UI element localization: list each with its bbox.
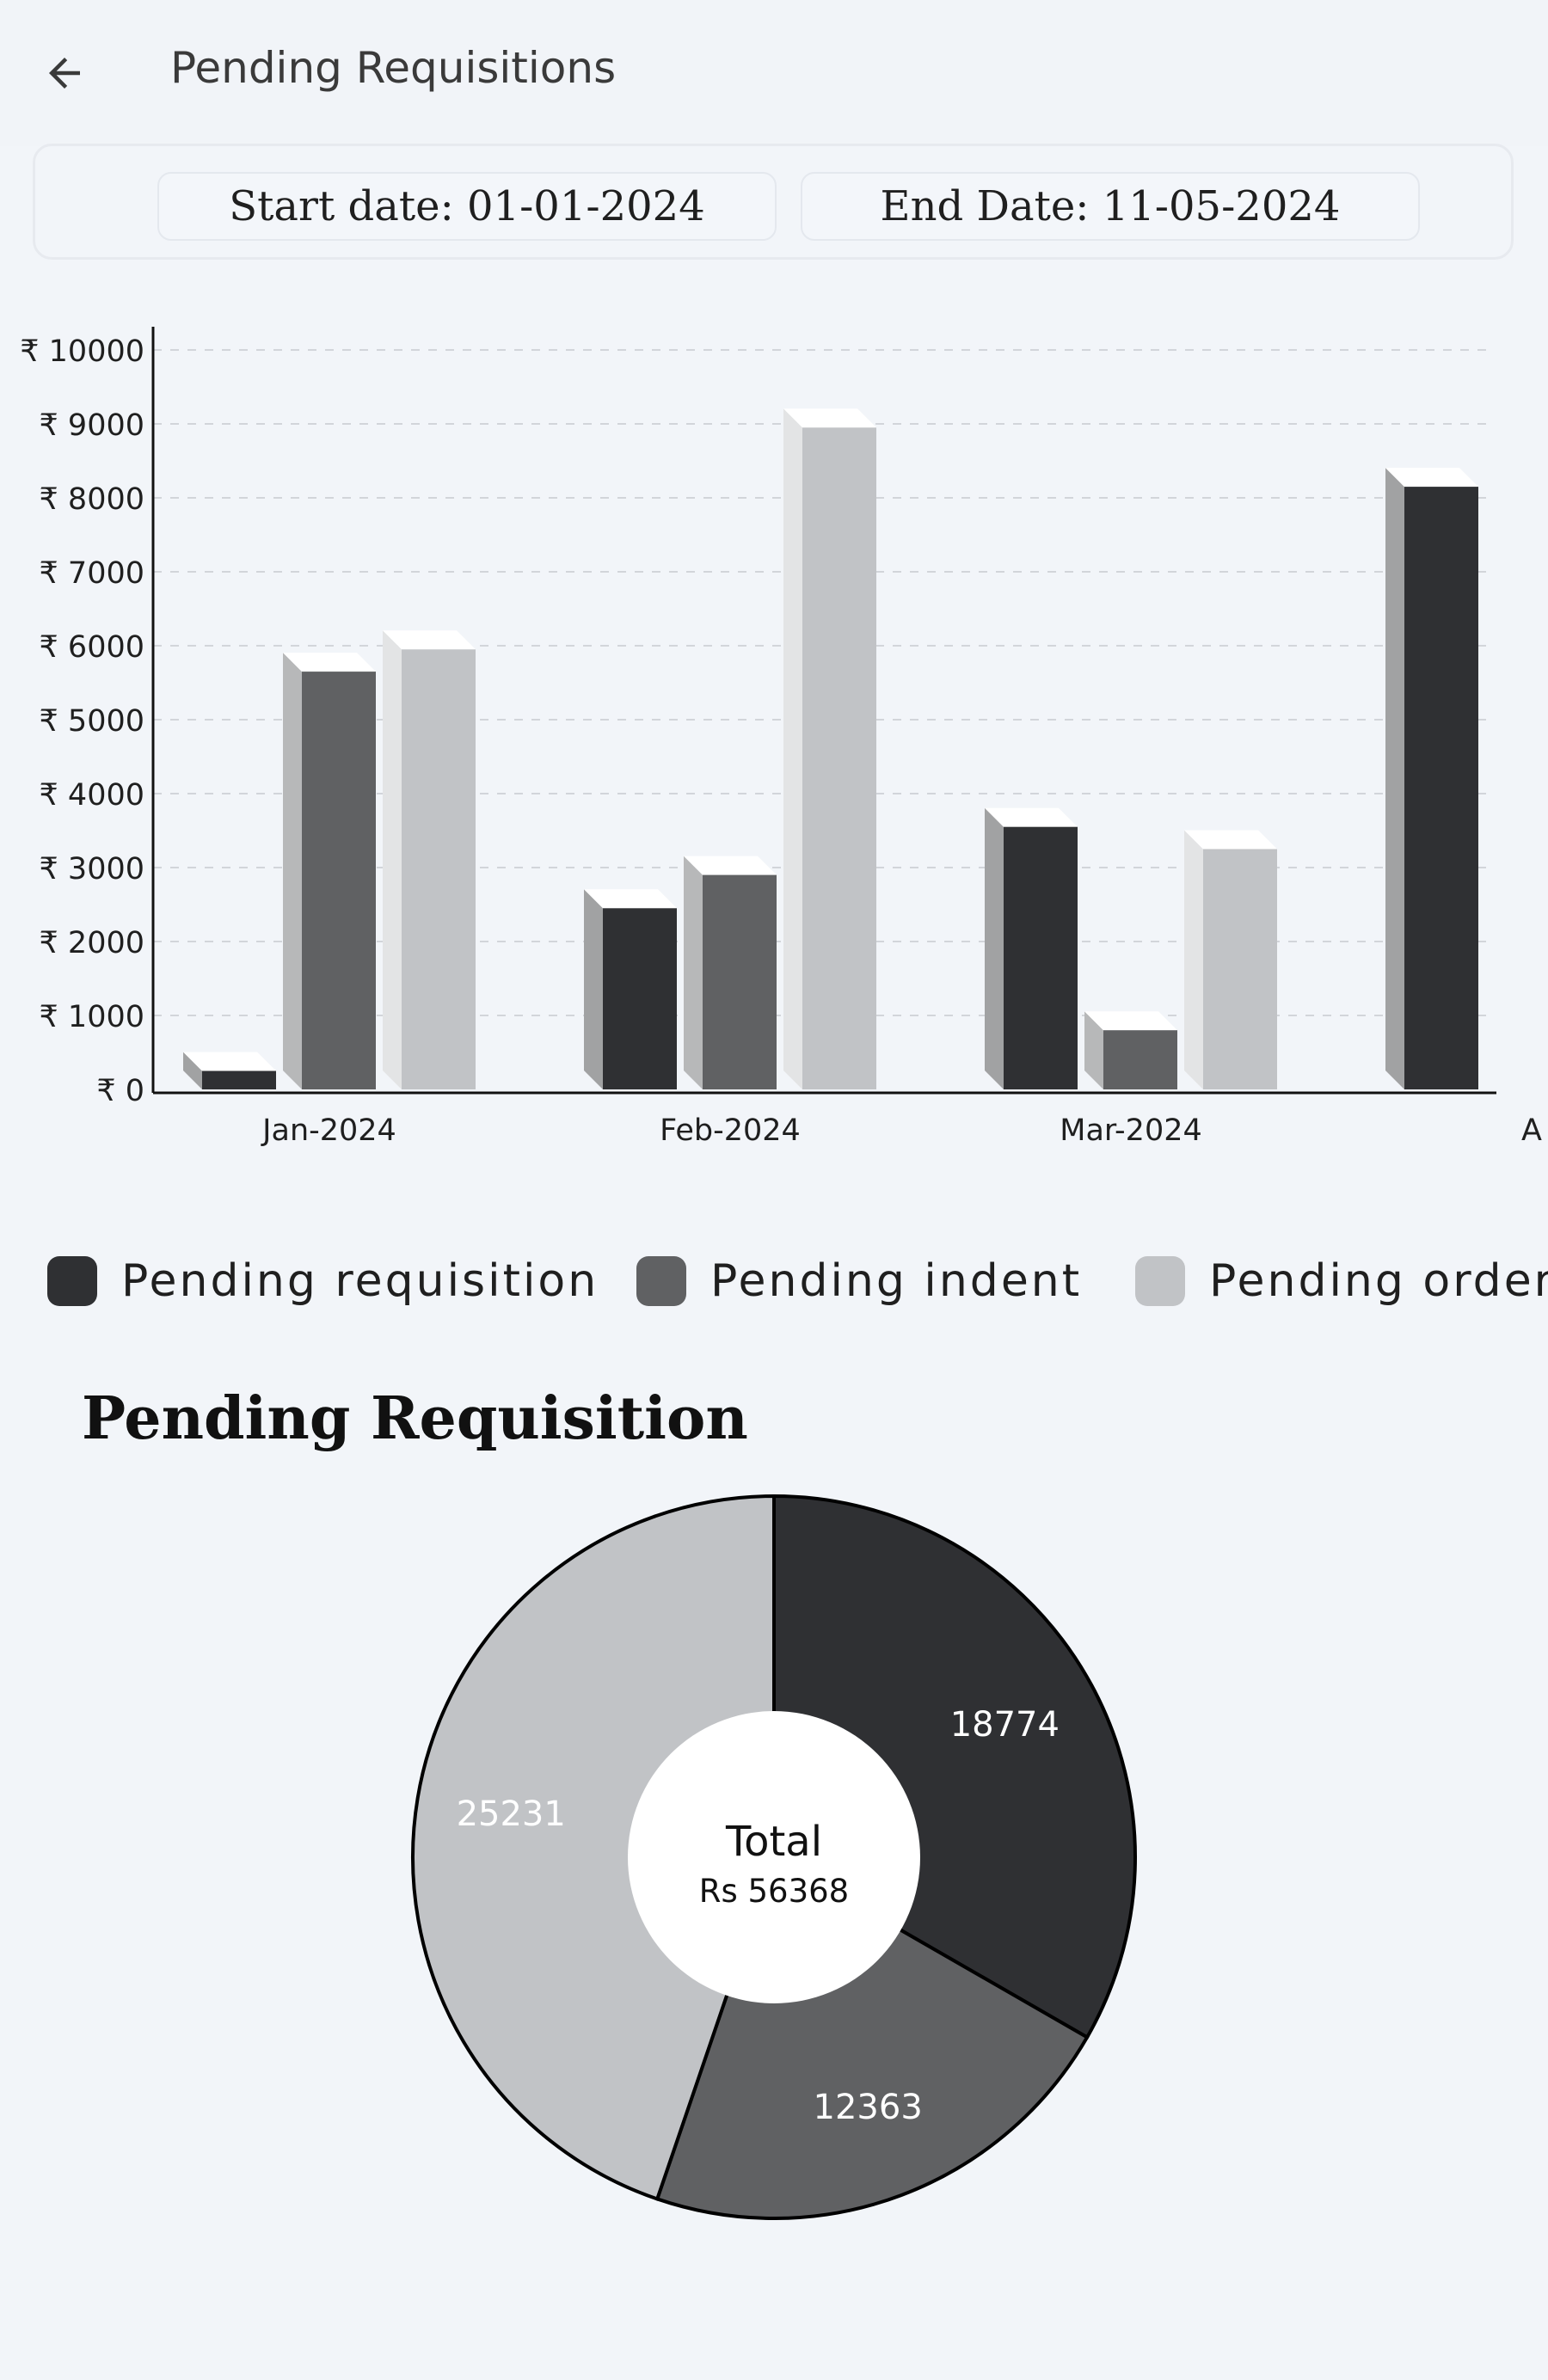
legend-swatch [1135,1256,1185,1306]
chart-legend: Pending requisition Pending indent Pendi… [0,1247,1548,1316]
legend-label: Pending indent [710,1255,1083,1307]
y-tick-label: ₹ 7000 [40,556,144,591]
bar[interactable] [183,1052,276,1090]
x-tick-label: Jan-2024 [261,1113,396,1148]
y-tick-label: ₹ 3000 [40,852,144,886]
app-bar: Pending Requisitions [0,0,1548,146]
y-tick-label: ₹ 9000 [40,408,144,443]
y-tick-label: ₹ 4000 [40,778,144,813]
pie-chart-title: Pending Requisition [82,1384,748,1453]
pie-slice-label: 12363 [814,2088,923,2127]
legend-item-pending-indent[interactable]: Pending indent [636,1247,1082,1316]
bar[interactable] [1184,830,1277,1090]
pie-slice[interactable] [411,1494,776,2201]
legend-swatch [47,1256,97,1306]
arrow-left-icon [49,58,80,89]
x-tick-label: Mar-2024 [1060,1113,1202,1148]
pie-slice-label: 18774 [950,1705,1060,1745]
bar[interactable] [1084,1011,1177,1089]
bar-chart: ₹ 0 ₹ 1000 ₹ 2000 ₹ 3000 ₹ 4000 ₹ 5000 ₹ 6000 ₹… [20,327,1542,1148]
pie-slice-label: 25231 [457,1794,566,1834]
y-tick-label: ₹ 2000 [40,926,144,960]
bar[interactable] [684,856,777,1089]
donut-total-value: Rs 56368 [699,1873,849,1910]
y-tick-label: ₹ 10000 [20,334,144,369]
page-title: Pending Requisitions [170,43,617,93]
legend-item-pending-requisition[interactable]: Pending requisition [47,1247,599,1316]
bar[interactable] [985,807,1078,1089]
date-filter-card: Start date: 01-01-2024 End Date: 11-05-2… [33,144,1514,260]
bar[interactable] [1385,468,1478,1089]
bar[interactable] [584,889,677,1089]
y-tick-label: ₹ 5000 [40,704,144,739]
donut-hole [628,1711,920,2003]
back-button[interactable] [26,34,103,112]
start-date-button[interactable]: Start date: 01-01-2024 [157,172,777,241]
bar[interactable] [283,653,376,1089]
legend-label: Pending requisition [121,1255,599,1307]
legend-label: Pending order [1209,1255,1548,1307]
y-tick-label: ₹ 1000 [40,1000,144,1034]
bar[interactable] [783,408,876,1089]
donut-chart: 18774 12363 25231 Total Rs 56368 [411,1494,1137,2220]
legend-swatch [636,1256,686,1306]
bar[interactable] [383,630,476,1089]
end-date-button[interactable]: End Date: 11-05-2024 [801,172,1420,241]
y-tick-label: ₹ 6000 [40,630,144,665]
y-tick-label: ₹ 8000 [40,482,144,517]
x-tick-label: A [1521,1113,1542,1148]
donut-total-label: Total [725,1818,822,1866]
x-tick-label: Feb-2024 [660,1113,801,1148]
y-tick-label: ₹ 0 [96,1074,144,1108]
legend-item-pending-order[interactable]: Pending order [1135,1247,1548,1316]
